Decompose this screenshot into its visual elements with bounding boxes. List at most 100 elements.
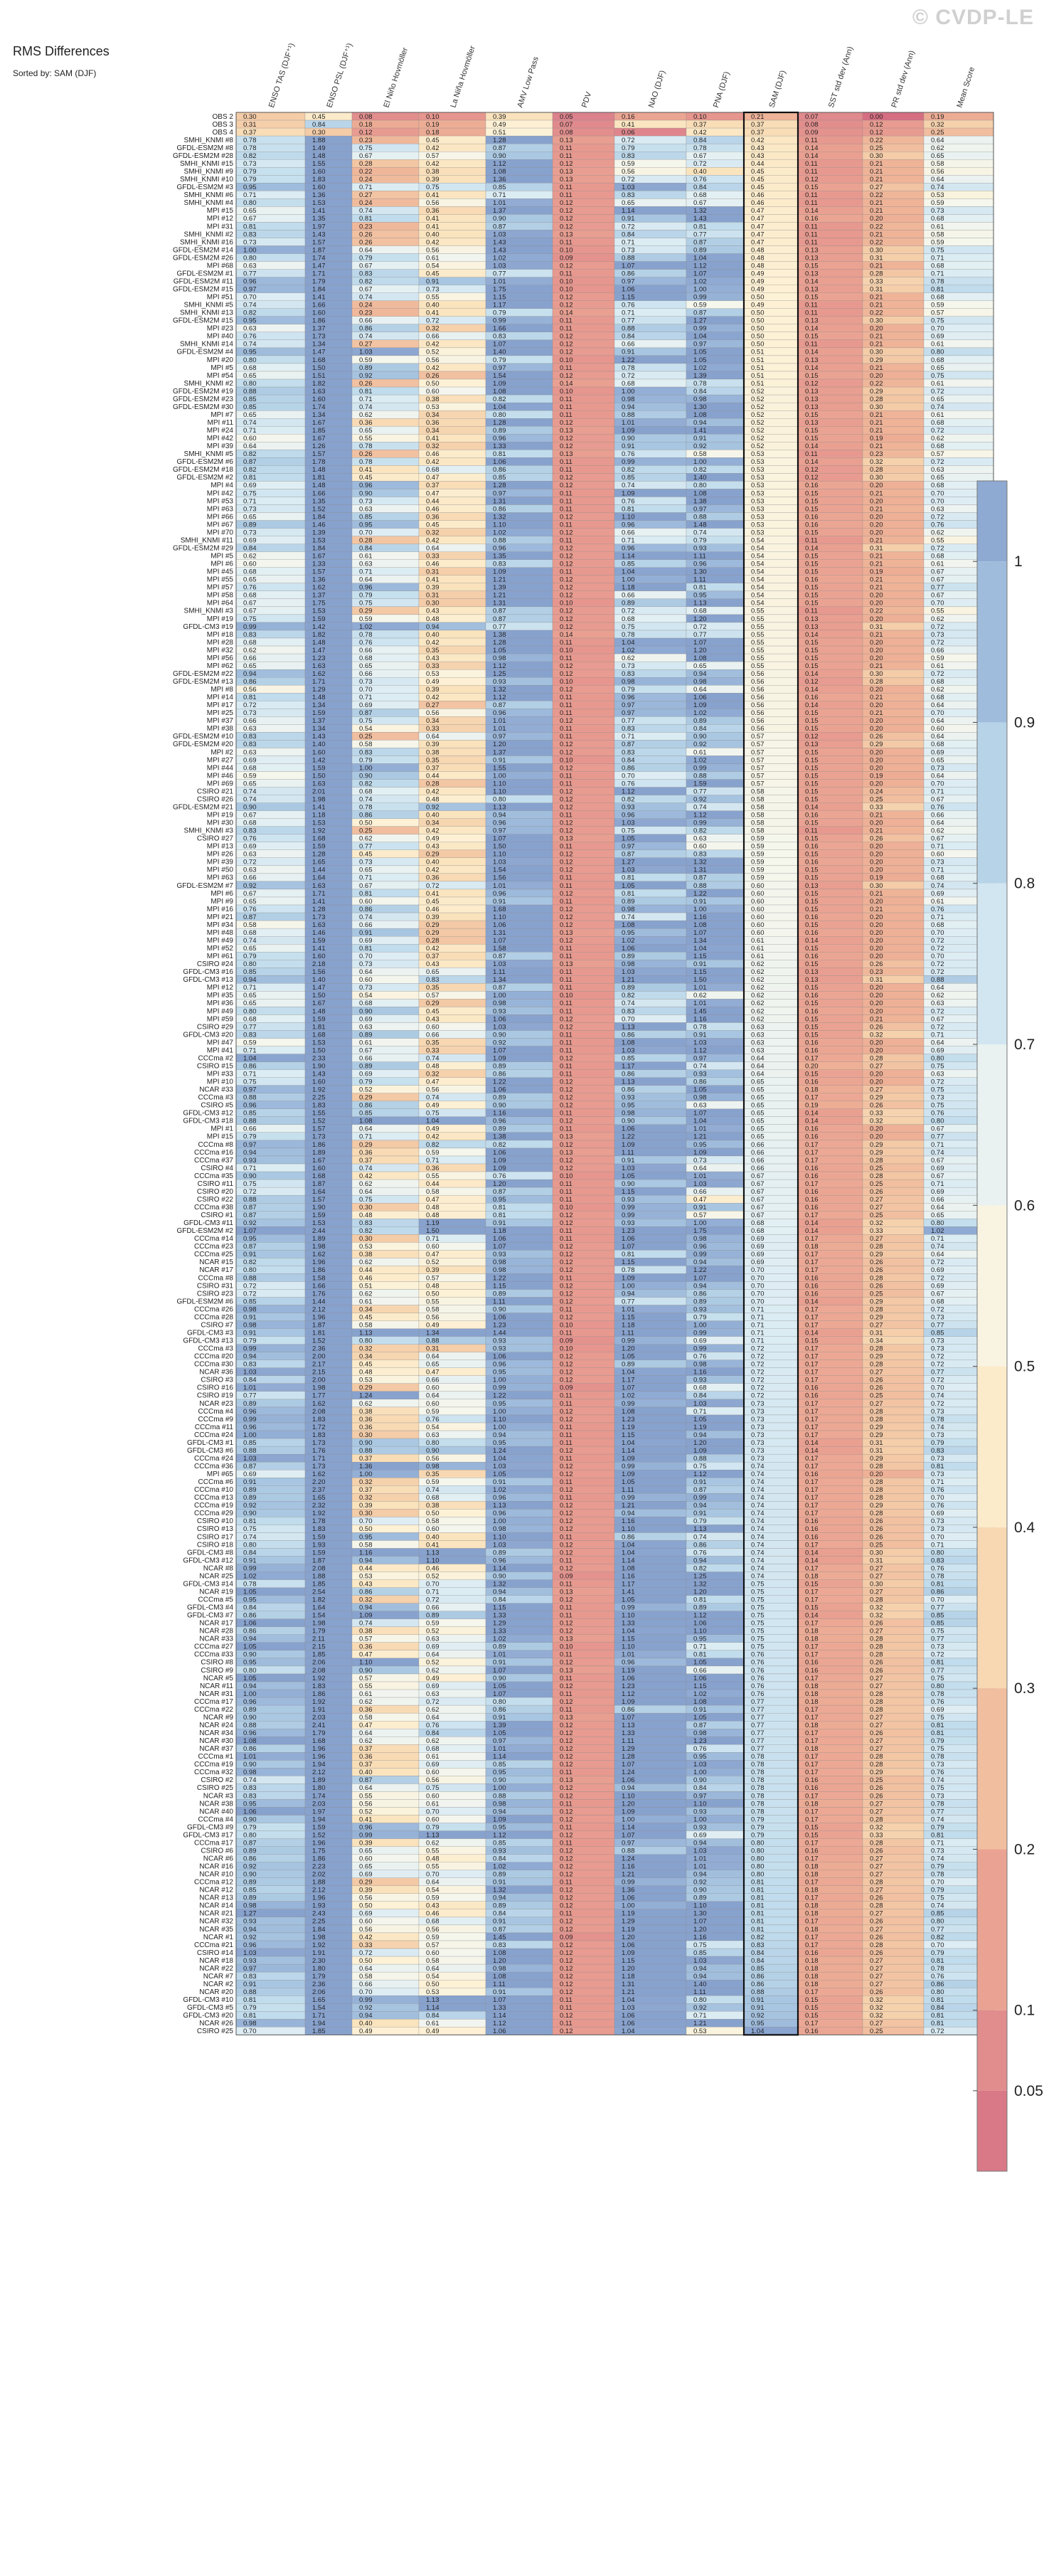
cell-value: 1.14 <box>622 1557 635 1564</box>
cell-value: 0.16 <box>805 694 819 701</box>
cell-value: 1.60 <box>312 184 326 191</box>
cell-value: 0.74 <box>751 1470 765 1478</box>
cell-value: 0.90 <box>493 1305 506 1313</box>
cell-value: 0.12 <box>560 207 573 215</box>
cell-value: 0.68 <box>931 442 944 450</box>
cell-value: 1.14 <box>493 1564 506 1572</box>
cell-value: 0.58 <box>751 820 765 827</box>
cell-value: 0.59 <box>426 1149 440 1157</box>
cell-value: 0.48 <box>426 1062 440 1070</box>
cell-value: 1.16 <box>493 1110 506 1118</box>
cell-value: 0.40 <box>693 168 707 176</box>
cell-value: 0.86 <box>622 1086 635 1094</box>
cell-value: 0.63 <box>931 505 944 513</box>
cell-value: 1.10 <box>493 780 506 788</box>
cell-value: 0.94 <box>622 1290 635 1298</box>
cell-value: 1.29 <box>493 1620 506 1628</box>
cell-value: 1.89 <box>312 1149 326 1157</box>
cell-value: 0.65 <box>751 1125 765 1133</box>
cell-value: 0.40 <box>426 1533 440 1541</box>
cell-value: 0.51 <box>751 356 765 364</box>
cell-value: 0.20 <box>870 859 883 866</box>
cell-value: 0.32 <box>870 1219 883 1227</box>
cell-value: 0.29 <box>870 1431 883 1439</box>
cell-value: 0.11 <box>560 364 572 372</box>
cell-value: 1.19 <box>426 1219 440 1227</box>
cell-value: 1.31 <box>693 866 707 874</box>
cell-value: 0.58 <box>751 827 765 835</box>
cell-value: 1.09 <box>622 1274 635 1282</box>
cell-value: 0.65 <box>243 898 257 906</box>
cell-value: 0.81 <box>243 223 257 230</box>
cell-value: 0.27 <box>870 1628 883 1636</box>
cell-value: 0.72 <box>931 1361 944 1369</box>
cell-value: 0.11 <box>805 191 818 199</box>
cell-value: 0.39 <box>426 584 440 592</box>
cell-value: 0.71 <box>751 1337 765 1345</box>
cell-value: 0.66 <box>751 1141 765 1149</box>
row-label: GFDL-ESM2M #11 <box>174 277 234 285</box>
cell-value: 0.16 <box>805 215 819 223</box>
cell-value: 1.12 <box>693 262 707 270</box>
cell-value: 0.73 <box>931 1337 944 1345</box>
cell-value: 1.48 <box>312 152 326 160</box>
cell-value: 0.65 <box>243 207 257 215</box>
cell-value: 0.32 <box>426 529 440 536</box>
cell-value: 1.27 <box>622 859 635 866</box>
cell-value: 0.16 <box>805 1007 819 1015</box>
cell-value: 0.20 <box>870 725 883 733</box>
cell-value: 0.93 <box>493 1007 506 1015</box>
cell-value: 0.87 <box>243 1204 257 1212</box>
cell-value: 0.13 <box>560 960 573 968</box>
cell-value: 0.54 <box>359 725 373 733</box>
cell-value: 0.60 <box>751 898 765 906</box>
cell-value: 1.55 <box>312 160 326 168</box>
cell-value: 0.25 <box>931 129 944 137</box>
cell-value: 0.28 <box>870 1494 883 1502</box>
cell-value: 1.98 <box>312 795 326 803</box>
cell-value: 0.27 <box>870 1321 883 1329</box>
cell-value: 0.87 <box>243 1212 257 1219</box>
cell-value: 0.11 <box>560 1533 572 1541</box>
cell-value: 0.10 <box>560 756 573 764</box>
cell-value: 2.12 <box>312 1305 326 1313</box>
cell-value: 1.71 <box>312 678 326 686</box>
cell-value: 0.71 <box>931 1478 944 1486</box>
cell-value: 0.53 <box>751 474 765 482</box>
cell-value: 0.47 <box>751 215 765 223</box>
cell-value: 0.79 <box>693 1517 707 1525</box>
cell-value: 0.54 <box>751 592 765 600</box>
cell-value: 0.70 <box>359 1517 373 1525</box>
cell-value: 0.29 <box>359 608 373 615</box>
cell-value: 0.45 <box>359 851 373 859</box>
cell-value: 1.09 <box>493 380 506 388</box>
cell-value: 0.90 <box>493 1031 506 1039</box>
cell-value: 0.32 <box>870 1031 883 1039</box>
cell-value: 0.17 <box>805 1377 819 1384</box>
row-label: GFDL-CM3 #20 <box>183 1031 233 1039</box>
cell-value: 0.55 <box>426 1298 440 1305</box>
cell-value: 0.76 <box>622 302 635 309</box>
cell-value: 0.63 <box>931 466 944 474</box>
cell-value: 0.72 <box>622 608 635 615</box>
cell-value: 0.54 <box>751 600 765 608</box>
cell-value: 0.50 <box>426 380 440 388</box>
cell-value: 0.70 <box>931 600 944 608</box>
cell-value: 0.17 <box>805 1494 819 1502</box>
row-label: MPI #27 <box>207 756 234 764</box>
cell-value: 0.14 <box>805 937 819 945</box>
row-label: CSIRO #31 <box>197 1282 234 1290</box>
cell-value: 0.37 <box>243 129 257 137</box>
cell-value: 0.98 <box>493 1258 506 1266</box>
cell-value: 0.68 <box>931 874 944 882</box>
cell-value: 0.10 <box>560 356 573 364</box>
cell-value: 0.12 <box>560 160 573 168</box>
cell-value: 1.92 <box>312 1510 326 1517</box>
cell-value: 0.25 <box>870 1212 883 1219</box>
cell-value: 1.81 <box>312 1329 326 1337</box>
cell-value: 0.11 <box>560 152 572 160</box>
cell-value: 0.21 <box>870 160 883 168</box>
cell-value: 0.10 <box>426 113 440 121</box>
cell-value: 0.94 <box>693 670 707 678</box>
row-label: MPI #18 <box>207 631 234 639</box>
